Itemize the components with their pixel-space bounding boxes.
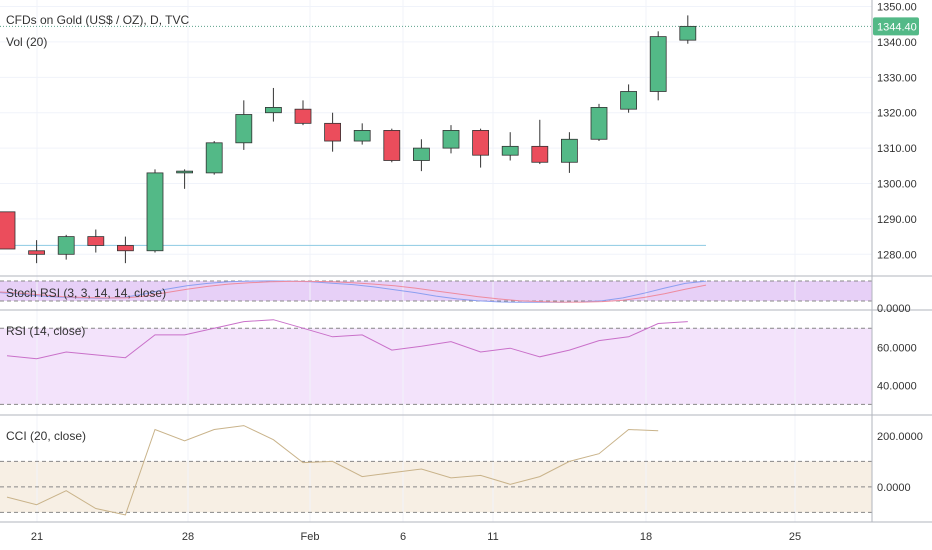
- candle: [412, 139, 430, 172]
- candle-body: [57, 236, 75, 255]
- candle: [28, 240, 46, 264]
- stoch-lines: [0, 280, 707, 303]
- candle: [472, 128, 490, 168]
- candle-body: [620, 91, 637, 110]
- cci-tick-label: 200.0000: [877, 431, 923, 443]
- candle-body: [679, 25, 697, 41]
- time-tick-label: Feb: [301, 531, 320, 543]
- candle-body: [561, 138, 578, 163]
- candle-body: [176, 170, 194, 174]
- candle: [620, 84, 637, 113]
- rsi-line: [6, 319, 688, 360]
- candle-body: [412, 147, 430, 161]
- cci-line: [6, 425, 659, 516]
- rsi-band: [0, 328, 872, 405]
- time-tick-label: 25: [789, 531, 801, 543]
- cci-title: CCI (20, close): [6, 429, 86, 443]
- candle-body: [205, 142, 223, 174]
- candle-body: [235, 114, 253, 144]
- candle: [57, 234, 75, 260]
- candle: [205, 141, 223, 175]
- candle-body: [324, 122, 342, 142]
- candle: [501, 132, 519, 161]
- time-tick-label: 21: [31, 531, 43, 543]
- candle-body: [294, 108, 312, 124]
- time-axis[interactable]: 21 28 Feb 6 11 18 25: [31, 531, 801, 543]
- candle-body: [531, 145, 549, 163]
- candles: [0, 15, 697, 264]
- candle: [442, 125, 460, 154]
- candle-body: [472, 130, 490, 156]
- price-tick-label: 1300.00: [877, 179, 917, 191]
- candle: [353, 123, 371, 145]
- time-tick-label: 28: [182, 531, 194, 543]
- time-tick-label: 6: [400, 531, 406, 543]
- candle: [294, 100, 312, 126]
- main-chart-title: CFDs on Gold (US$ / OZ), D, TVC: [6, 13, 189, 27]
- rsi-title: RSI (14, close): [6, 324, 85, 338]
- price-tick-label: 1340.00: [877, 37, 917, 49]
- candle: [146, 169, 164, 253]
- candle-body: [146, 172, 164, 252]
- stoch-tick-label: 0.0000: [877, 303, 911, 315]
- grid: [0, 0, 872, 522]
- band-borders: [0, 280, 872, 513]
- last-price-label: 1344.40: [877, 21, 917, 33]
- price-tick-label: 1310.00: [877, 143, 917, 155]
- candle: [87, 229, 105, 253]
- rsi-tick-label: 60.0000: [877, 342, 917, 354]
- price-tick-label: 1290.00: [877, 214, 917, 226]
- cci-tick-label: 0.0000: [877, 482, 911, 494]
- stoch-d-line: [0, 280, 707, 303]
- rsi-tick-label: 40.0000: [877, 380, 917, 392]
- candle-body: [0, 211, 16, 250]
- candle: [176, 169, 194, 189]
- candle-body: [28, 250, 46, 255]
- candle: [0, 211, 16, 250]
- main-pane[interactable]: [0, 0, 872, 275]
- price-tick-label: 1320.00: [877, 108, 917, 120]
- volume-legend: Vol (20): [6, 35, 47, 49]
- candle-body: [264, 107, 282, 114]
- candle-body: [501, 145, 519, 156]
- candle-body: [649, 36, 667, 92]
- candle: [235, 100, 253, 150]
- price-axis[interactable]: 1280.00 1290.00 1300.00 1310.00 1320.00 1330.…: [877, 2, 923, 494]
- candle: [117, 236, 134, 264]
- time-tick-label: 18: [640, 531, 652, 543]
- candle: [590, 103, 608, 142]
- candle: [679, 15, 697, 44]
- candle-body: [590, 107, 608, 140]
- candle-body: [353, 130, 371, 142]
- candle-body: [383, 130, 401, 161]
- candle: [531, 119, 549, 165]
- candle: [324, 112, 342, 152]
- candle-body: [117, 245, 134, 252]
- candle: [561, 132, 578, 173]
- candle: [649, 31, 667, 101]
- candle-body: [442, 130, 460, 149]
- candle: [383, 128, 401, 163]
- candle: [264, 87, 282, 122]
- last-price-tag: 1344.40: [873, 17, 919, 36]
- time-tick-label: 11: [487, 531, 498, 543]
- price-tick-label: 1330.00: [877, 72, 917, 84]
- price-tick-label: 1350.00: [877, 2, 917, 14]
- stoch-rsi-title: Stoch RSI (3, 3, 14, 14, close): [6, 286, 166, 300]
- price-tick-label: 1280.00: [877, 249, 917, 261]
- candle-body: [87, 236, 105, 246]
